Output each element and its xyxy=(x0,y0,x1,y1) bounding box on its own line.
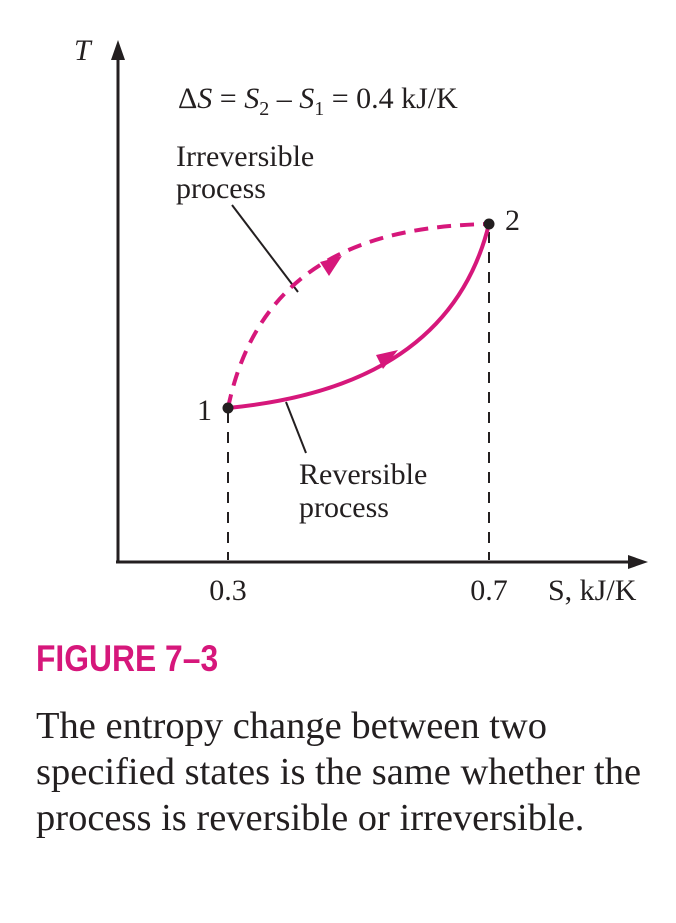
irreversible-process-curve xyxy=(226,222,490,409)
reversible-process-label: Reversible process xyxy=(299,458,435,524)
reversible-leader-line xyxy=(285,401,307,454)
figure-caption: The entropy change between two specified… xyxy=(36,705,642,839)
x-axis-arrow xyxy=(628,555,648,569)
irreversible-process-label: Irreversible process xyxy=(176,140,322,205)
ts-diagram: T S, kJ/K 0.3 0.7 ΔS = S2 – S1 = 0.4 kJ/… xyxy=(74,34,648,607)
y-axis-label: T xyxy=(74,34,93,67)
irreversible-direction-arrow xyxy=(320,256,342,276)
state-2-label: 2 xyxy=(505,204,520,237)
x-axis-label: S, kJ/K xyxy=(548,574,637,607)
reversible-direction-arrow xyxy=(376,350,398,369)
x-tick-label-0.3: 0.3 xyxy=(209,574,247,607)
irreversible-leader-line xyxy=(231,204,299,293)
state-1-label: 1 xyxy=(197,394,212,427)
figure-title: FIGURE 7–3 xyxy=(36,638,219,679)
entropy-change-equation: ΔS = S2 – S1 = 0.4 kJ/K xyxy=(178,82,458,120)
state-point-2 xyxy=(483,218,495,230)
state-point-1 xyxy=(222,402,234,414)
x-tick-label-0.7: 0.7 xyxy=(470,574,508,607)
y-axis-arrow xyxy=(111,40,125,60)
